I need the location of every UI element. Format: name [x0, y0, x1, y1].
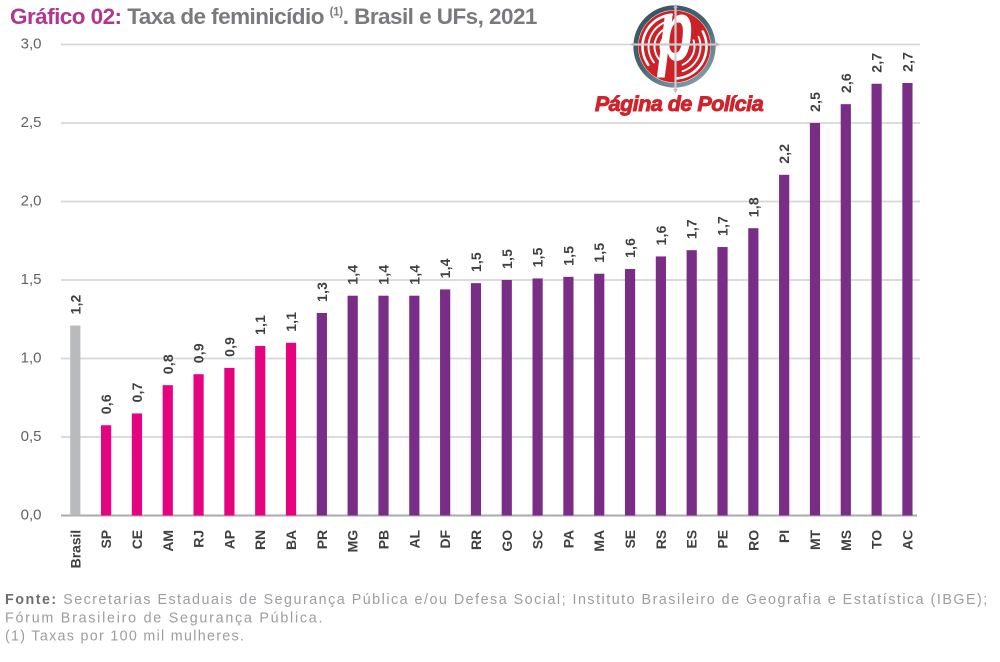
svg-text:Página de Polícia: Página de Polícia	[595, 92, 764, 116]
svg-text:DF: DF	[437, 529, 453, 548]
svg-text:Gráfico 02: Taxa de feminicídi: Gráfico 02: Taxa de feminicídio (1). Bra…	[10, 4, 537, 29]
svg-text:2,5: 2,5	[21, 114, 42, 131]
svg-text:0,8: 0,8	[160, 354, 176, 374]
svg-text:BA: BA	[283, 530, 299, 550]
svg-text:1,6: 1,6	[653, 225, 669, 245]
svg-text:MT: MT	[807, 529, 823, 550]
svg-text:1,7: 1,7	[684, 219, 700, 239]
svg-text:1,5: 1,5	[21, 271, 42, 288]
svg-text:PI: PI	[776, 530, 792, 543]
svg-text:2,2: 2,2	[776, 144, 792, 164]
svg-text:0,5: 0,5	[21, 428, 42, 445]
svg-text:1,6: 1,6	[622, 238, 638, 258]
svg-text:Fórum Brasileiro de Segurança: Fórum Brasileiro de Segurança Pública.	[5, 611, 324, 627]
svg-text:1,0: 1,0	[21, 349, 42, 366]
svg-text:1,5: 1,5	[530, 247, 546, 267]
svg-text:PE: PE	[715, 530, 731, 548]
svg-text:2,5: 2,5	[807, 92, 823, 112]
svg-text:1,8: 1,8	[745, 197, 761, 217]
svg-text:1,1: 1,1	[283, 312, 299, 332]
svg-text:2,7: 2,7	[869, 53, 885, 73]
svg-text:GO: GO	[499, 530, 515, 552]
svg-text:1,1: 1,1	[252, 315, 268, 335]
svg-text:PB: PB	[376, 530, 392, 549]
svg-text:1,4: 1,4	[406, 265, 422, 285]
svg-text:1,4: 1,4	[345, 265, 361, 285]
svg-text:AL: AL	[406, 529, 422, 548]
svg-text:1,7: 1,7	[715, 216, 731, 236]
svg-text:CE: CE	[129, 530, 145, 549]
svg-text:RN: RN	[252, 530, 268, 550]
svg-text:MG: MG	[345, 530, 361, 553]
svg-text:RS: RS	[653, 530, 669, 549]
svg-text:RJ: RJ	[191, 530, 207, 548]
svg-text:1,2: 1,2	[67, 294, 83, 314]
svg-text:PR: PR	[314, 530, 330, 549]
svg-text:0,9: 0,9	[221, 337, 237, 357]
svg-text:3,0: 3,0	[21, 35, 42, 52]
svg-text:1,5: 1,5	[468, 252, 484, 272]
svg-text:2,6: 2,6	[838, 73, 854, 93]
svg-text:ES: ES	[684, 530, 700, 548]
svg-text:0,7: 0,7	[129, 382, 145, 402]
svg-text:RO: RO	[745, 530, 761, 551]
svg-text:SC: SC	[530, 530, 546, 549]
svg-text:1,5: 1,5	[499, 249, 515, 269]
svg-text:MS: MS	[838, 530, 854, 551]
svg-text:0,6: 0,6	[98, 394, 114, 414]
svg-text:AP: AP	[221, 530, 237, 549]
svg-text:MA: MA	[591, 530, 607, 552]
svg-text:Brasil: Brasil	[67, 530, 83, 568]
svg-text:Fonte: Secretarias Estaduais d: Fonte: Secretarias Estaduais de Seguranç…	[5, 592, 989, 608]
svg-text:TO: TO	[869, 530, 885, 549]
svg-text:1,5: 1,5	[560, 246, 576, 266]
svg-text:(1) Taxas por 100 mil mulheres: (1) Taxas por 100 mil mulheres.	[5, 629, 245, 645]
svg-text:AM: AM	[160, 530, 176, 552]
svg-text:SE: SE	[622, 530, 638, 548]
svg-text:PA: PA	[560, 530, 576, 548]
svg-text:RR: RR	[468, 530, 484, 550]
svg-text:AC: AC	[899, 530, 915, 550]
svg-text:2,0: 2,0	[21, 192, 42, 209]
svg-text:2,7: 2,7	[899, 52, 915, 72]
svg-text:0,0: 0,0	[21, 506, 42, 523]
svg-text:0,9: 0,9	[191, 343, 207, 363]
svg-text:SP: SP	[98, 530, 114, 548]
svg-text:1,3: 1,3	[314, 282, 330, 302]
svg-text:1,4: 1,4	[437, 258, 453, 278]
svg-text:1,5: 1,5	[591, 243, 607, 263]
svg-text:1,4: 1,4	[376, 265, 392, 285]
